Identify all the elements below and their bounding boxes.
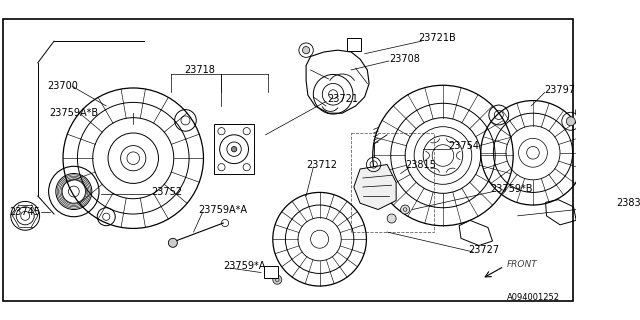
Bar [214,124,254,174]
Bar [347,38,361,51]
Text: 23759A*A: 23759A*A [198,204,247,214]
Circle shape [232,147,237,152]
Text: 23759*B: 23759*B [491,184,533,194]
Text: 23718: 23718 [184,65,216,75]
Text: 23759A*B: 23759A*B [49,108,99,118]
Bar [351,133,434,232]
Text: 23752: 23752 [151,187,182,196]
Text: 23708: 23708 [389,54,420,64]
Circle shape [303,47,310,54]
Text: 23745: 23745 [9,207,40,217]
Circle shape [401,205,410,214]
Text: 23712: 23712 [306,159,337,170]
Circle shape [387,214,396,223]
Text: A: A [268,267,275,276]
Text: 23830: 23830 [617,198,640,208]
Text: 23754: 23754 [449,141,479,151]
Text: 23700: 23700 [47,81,77,91]
Circle shape [168,238,177,247]
Text: A: A [351,40,357,49]
Text: 23815: 23815 [405,159,436,170]
Circle shape [579,109,584,115]
Circle shape [566,117,575,126]
Circle shape [273,275,282,284]
Text: 23721: 23721 [327,94,358,104]
Text: 23727: 23727 [468,245,499,255]
Text: 23797: 23797 [544,85,575,95]
Text: FRONT: FRONT [507,260,538,269]
Text: A094001252: A094001252 [507,293,560,302]
Bar [264,266,278,278]
Text: 23759*A: 23759*A [223,261,266,271]
Polygon shape [354,164,396,210]
Text: 23721B: 23721B [419,34,456,44]
